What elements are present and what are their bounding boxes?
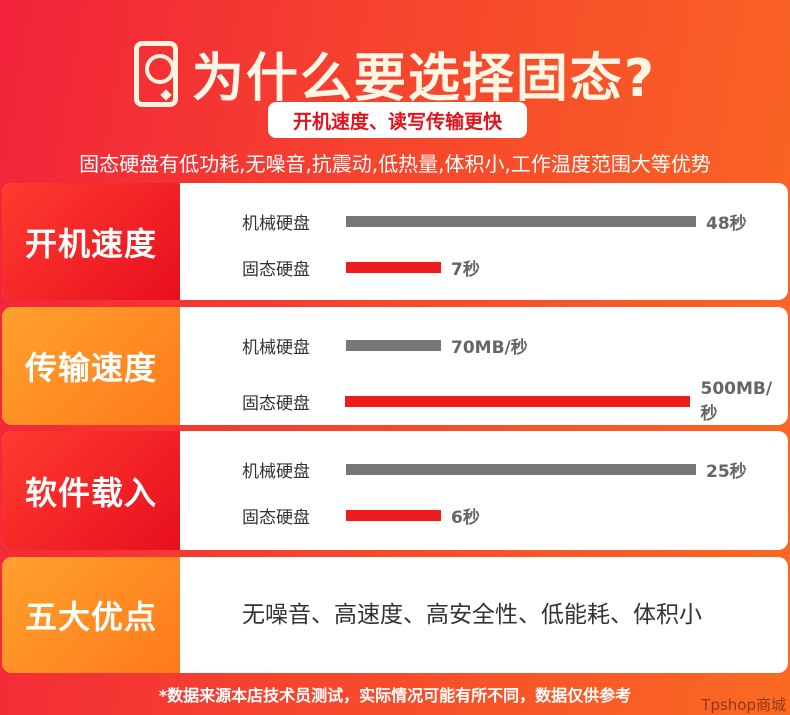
section-label: 软件载入 <box>2 431 180 550</box>
value-label: 7秒 <box>451 260 480 280</box>
drive-type-label: 机械硬盘 <box>242 462 310 482</box>
drive-type-label: 固态硬盘 <box>242 508 310 528</box>
drive-type-label: 机械硬盘 <box>242 214 310 234</box>
hdd-bar <box>346 216 696 227</box>
section-label: 开机速度 <box>2 183 180 300</box>
hdd-bar <box>346 340 441 351</box>
value-label: 500MB/秒 <box>700 379 773 424</box>
value-label: 48秒 <box>706 214 747 234</box>
drive-type-label: 机械硬盘 <box>242 338 310 358</box>
comparison-row: 机械硬盘 48秒 <box>242 209 747 234</box>
ssd-bar <box>346 262 441 273</box>
comparison-row: 固态硬盘 7秒 <box>242 255 480 280</box>
comparison-row: 机械硬盘 25秒 <box>242 457 747 482</box>
value-label: 70MB/秒 <box>451 338 528 358</box>
advantages-label: 五大优点 <box>2 557 180 673</box>
header: 为什么要选择固态? <box>0 36 790 111</box>
hard-drive-icon <box>133 40 178 107</box>
comparison-row: 固态硬盘 500MB/秒 <box>242 379 788 424</box>
subtitle: 固态硬盘有低功耗,无噪音,抗震动,低热量,体积小,工作温度范围大等优势 <box>79 152 711 176</box>
headline-badge: 开机速度、读写传输更快 <box>268 102 527 138</box>
comparison-card: 软件载入 机械硬盘 25秒 固态硬盘 6秒 <box>2 431 788 550</box>
drive-type-label: 固态硬盘 <box>242 260 310 280</box>
ssd-bar <box>344 396 691 407</box>
comparison-row: 固态硬盘 6秒 <box>242 503 480 528</box>
comparison-card: 传输速度 机械硬盘 70MB/秒固态硬盘 500MB/秒 <box>2 307 788 425</box>
value-label: 25秒 <box>706 462 747 482</box>
ssd-bar <box>346 510 441 521</box>
advantages-text: 无噪音、高速度、高安全性、低能耗、体积小 <box>242 602 702 628</box>
section-label: 传输速度 <box>2 307 180 425</box>
value-label: 6秒 <box>451 508 480 528</box>
watermark: Tpshop商城 <box>701 696 786 714</box>
footnote: *数据来源本店技术员测试，实际情况可能有所不同，数据仅供参考 <box>158 686 632 705</box>
page-title: 为什么要选择固态? <box>191 49 657 109</box>
comparison-card: 开机速度 机械硬盘 48秒 固态硬盘 7秒 <box>2 183 788 300</box>
comparison-row: 机械硬盘 70MB/秒 <box>242 333 528 358</box>
drive-type-label: 固态硬盘 <box>242 394 310 414</box>
hdd-bar <box>346 464 696 475</box>
advantages-card: 五大优点 无噪音、高速度、高安全性、低能耗、体积小 <box>2 557 788 673</box>
